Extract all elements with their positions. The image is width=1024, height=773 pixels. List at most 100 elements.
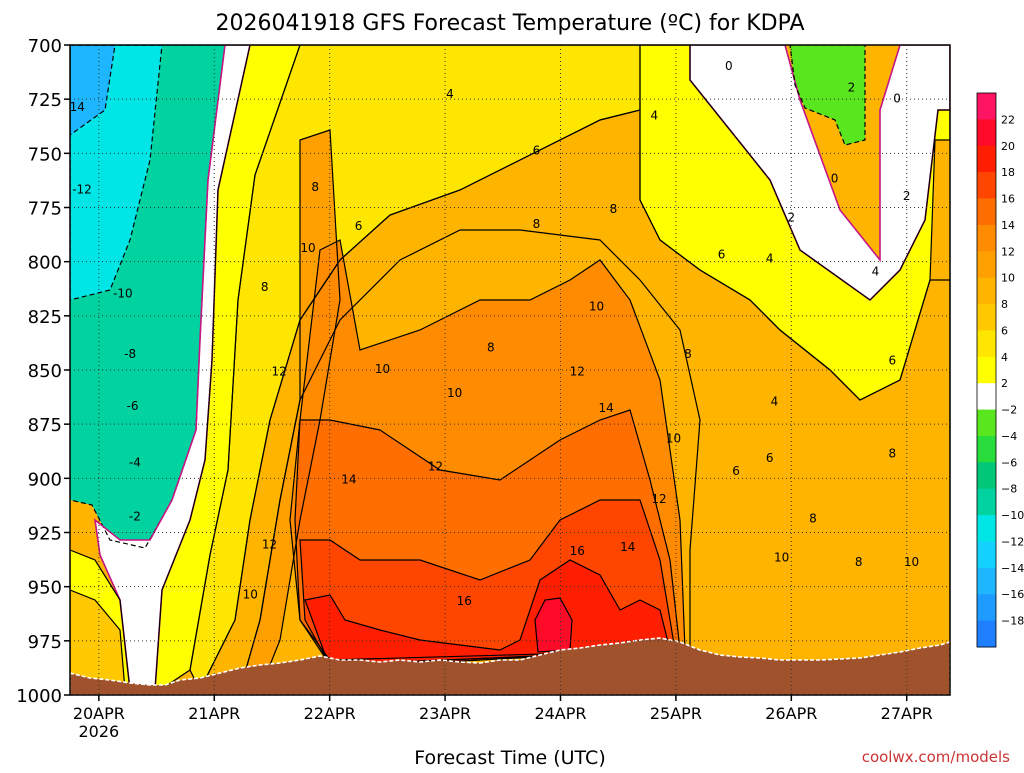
colorbar-tick-label: 4 (1001, 351, 1008, 364)
colorbar-swatch (977, 567, 996, 595)
contour-label: 8 (311, 180, 319, 194)
contour-label: 6 (718, 247, 726, 261)
x-tick-label: 21APR (188, 704, 240, 723)
contour-label: 14 (620, 540, 635, 554)
contour-label: 12 (651, 492, 666, 506)
contour-label: 8 (261, 280, 269, 294)
contour-label: 10 (300, 241, 315, 255)
colorbar-swatch (977, 435, 996, 463)
contour-label: 2 (787, 211, 795, 225)
colorbar-swatch (977, 224, 996, 252)
contour-label: 14 (70, 100, 85, 114)
contour-label: 10 (447, 386, 462, 400)
contour-label: 12 (262, 538, 277, 552)
colorbar-tick-label: −2 (1001, 404, 1017, 417)
contour-label: 8 (855, 555, 863, 569)
colorbar-swatch (977, 93, 996, 120)
cool-pocket-east (790, 45, 865, 145)
contour-label: 12 (428, 460, 443, 474)
colorbar-tick-label: −10 (1001, 509, 1024, 522)
contour-label: 0 (831, 172, 839, 186)
contour-label: 10 (666, 432, 681, 446)
colorbar-swatch (977, 383, 996, 411)
contour-line (294, 409, 681, 666)
warm-band-2-4-west (155, 45, 300, 690)
colorbar-tick-label: 14 (1001, 219, 1015, 232)
colorbar-swatch (977, 462, 996, 490)
contour-label: 2 (903, 189, 911, 203)
colorbar-tick-label: −14 (1001, 562, 1024, 575)
coldest-air-region (70, 45, 115, 135)
colorbar-swatch (977, 172, 996, 200)
colorbar-tick-label: 16 (1001, 193, 1015, 206)
colorbar-swatch (977, 541, 996, 569)
colorbar-swatch (977, 356, 996, 384)
contour-label: 8 (809, 512, 817, 526)
contour-line (289, 239, 686, 661)
warm-band-8-10-west (240, 130, 340, 690)
y-tick-label: 975 (28, 632, 62, 653)
x-tick-year-label: 2026 (78, 722, 119, 741)
contour-label: 4 (766, 252, 774, 266)
contour-label: 8 (684, 347, 692, 361)
contour-line (70, 45, 226, 549)
contour-label: 0 (725, 59, 733, 73)
contour-label: 12 (272, 364, 287, 378)
colorbar-swatch (977, 620, 996, 648)
y-tick-label: 825 (28, 307, 62, 328)
contour-label: 14 (599, 401, 614, 415)
contour-label: -4 (129, 455, 141, 469)
colorbar-tick-label: −6 (1001, 456, 1017, 469)
contour-label: 12 (570, 364, 585, 378)
y-tick-label: 900 (28, 469, 62, 490)
colorbar-tick-label: −16 (1001, 588, 1024, 601)
colorbar-swatch (977, 409, 996, 437)
contour-line (304, 559, 671, 669)
contour-label: -6 (127, 399, 139, 413)
x-tick-label: 27APR (881, 704, 933, 723)
chart-title: 2026041918 GFS Forecast Temperature (ºC)… (215, 11, 804, 36)
x-tick-label: 25APR (650, 704, 702, 723)
x-tick-label: 26APR (765, 704, 817, 723)
contour-label: 6 (888, 354, 896, 368)
colorbar-tick-label: −8 (1001, 483, 1017, 496)
x-tick-label: 20APR (73, 704, 125, 723)
y-tick-label: 875 (28, 415, 62, 436)
y-tick-label: 850 (28, 361, 62, 382)
contour-label: 2 (848, 81, 856, 95)
contour-label: 10 (904, 555, 919, 569)
grid-lines (70, 45, 950, 695)
colorbar-tick-label: −12 (1001, 535, 1024, 548)
contour-lines (70, 45, 950, 695)
contour-label: 8 (888, 447, 896, 461)
contour-label: -8 (124, 347, 136, 361)
colorbar-tick-label: 10 (1001, 272, 1015, 285)
contour-line (70, 589, 126, 691)
colorbar-tick-label: 12 (1001, 245, 1015, 258)
contour-label: 8 (533, 217, 541, 231)
contour-label: 4 (872, 265, 880, 279)
colorbar-swatch (977, 145, 996, 173)
contour-label: 8 (487, 341, 495, 355)
contour-label: 10 (774, 551, 789, 565)
contour-label: 6 (355, 219, 363, 233)
near-zero-region-west (95, 45, 250, 690)
terrain-ground (69, 637, 951, 696)
y-tick-label: 1000 (16, 686, 62, 707)
contour-label: -12 (72, 182, 92, 196)
x-tick-label: 24APR (534, 704, 586, 723)
colorbar-tick-label: −18 (1001, 615, 1024, 628)
warm-band-6-8-mid (200, 110, 950, 695)
contour-line (70, 549, 131, 691)
colorbar-tick-label: 8 (1001, 298, 1008, 311)
colorbar-tick-label: 22 (1001, 113, 1015, 126)
x-tick-label: 22APR (304, 704, 356, 723)
colorbar-swatch (977, 515, 996, 542)
contour-line (789, 45, 866, 146)
contour-label: 6 (533, 143, 541, 157)
colorbar-legend: 22 20 18 16 14 12 10 8 6 4 2 −2 −4 −6 −8 −10 −12 −14 −16 −1… (976, 92, 1024, 648)
y-tick-label: 750 (28, 144, 62, 165)
x-tick-label: 23APR (419, 704, 471, 723)
